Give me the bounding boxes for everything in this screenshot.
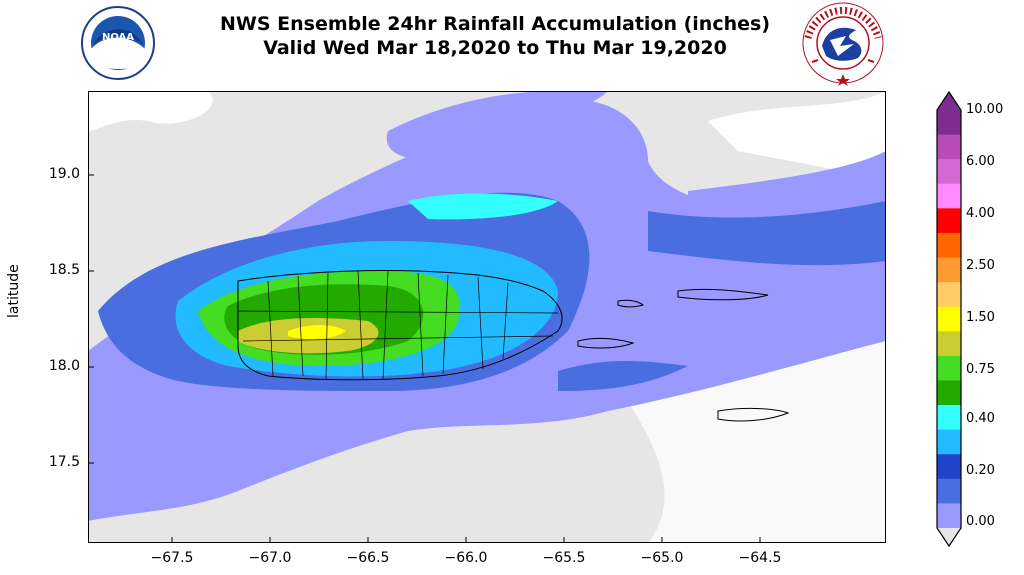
rainfall-map bbox=[88, 91, 886, 543]
rainfall-band-lavender bbox=[386, 91, 608, 160]
rainfall-band-blue bbox=[558, 361, 688, 391]
x-tick-label: −66.0 bbox=[444, 550, 488, 566]
y-tick-label: 19.0 bbox=[48, 166, 80, 182]
colorbar-cell bbox=[937, 282, 961, 308]
colorbar-cell bbox=[937, 429, 961, 455]
colorbar-cell bbox=[937, 306, 961, 332]
map-title: NWS Ensemble 24hr Rainfall Accumulation … bbox=[170, 12, 820, 60]
st-croix-outline bbox=[717, 407, 790, 422]
x-tick-label: −65.5 bbox=[542, 550, 586, 566]
x-tick-label: −64.5 bbox=[738, 550, 782, 566]
colorbar-cell bbox=[937, 355, 961, 381]
culebra-outline bbox=[617, 299, 645, 308]
colorbar-label: 0.00 bbox=[966, 514, 995, 529]
rainfall-band-cyan bbox=[408, 193, 558, 220]
rainfall-band-blue bbox=[648, 201, 886, 266]
x-tick-label: −66.5 bbox=[346, 550, 390, 566]
title-line-2: Valid Wed Mar 18,2020 to Thu Mar 19,2020 bbox=[263, 37, 727, 59]
no-rain-patch bbox=[88, 91, 213, 131]
colorbar-label: 6.00 bbox=[966, 154, 995, 169]
colorbar-cell bbox=[937, 134, 961, 160]
colorbar-cell bbox=[937, 405, 961, 431]
colorbar-cell bbox=[937, 183, 961, 209]
colorbar-label: 4.00 bbox=[966, 206, 995, 221]
colorbar-extension-top bbox=[937, 92, 961, 110]
title-line-1: NWS Ensemble 24hr Rainfall Accumulation … bbox=[219, 13, 771, 35]
colorbar bbox=[936, 90, 962, 548]
colorbar-label: 10.00 bbox=[966, 102, 1004, 117]
y-tick-label: 18.5 bbox=[48, 262, 80, 278]
colorbar-frame bbox=[936, 90, 962, 548]
y-tick-label: 18.0 bbox=[48, 358, 80, 374]
y-tick-label: 17.5 bbox=[48, 454, 80, 470]
colorbar-cell bbox=[937, 110, 961, 136]
map-frame bbox=[88, 91, 886, 543]
noaa-logo-text: NOAA bbox=[102, 32, 134, 43]
colorbar-label: 0.20 bbox=[966, 463, 995, 478]
x-tick-label: −67.5 bbox=[150, 550, 194, 566]
axis-ticks bbox=[88, 174, 761, 543]
colorbar-cell bbox=[937, 331, 961, 357]
colorbar-label: 0.40 bbox=[966, 411, 995, 426]
colorbar-cell bbox=[937, 478, 961, 504]
colorbar-label: 2.50 bbox=[966, 258, 995, 273]
municipal-boundaries bbox=[237, 270, 559, 380]
colorbar-extension-bottom bbox=[937, 528, 961, 546]
colorbar-cell bbox=[937, 232, 961, 259]
rainfall-band-yellow bbox=[288, 325, 346, 340]
puerto-rico-outline bbox=[237, 270, 563, 381]
colorbar-cell bbox=[937, 208, 961, 234]
colorbar-label: 0.75 bbox=[966, 362, 995, 377]
no-rain-patch bbox=[708, 91, 886, 181]
noaa-logo: NOAA bbox=[81, 6, 155, 80]
colorbar-cell bbox=[937, 503, 961, 529]
colorbar-label: 1.50 bbox=[966, 310, 995, 325]
colorbar-cell bbox=[937, 159, 961, 185]
colorbar-cell bbox=[937, 257, 961, 283]
y-axis-label: latitude bbox=[6, 264, 22, 318]
vieques-outline bbox=[577, 337, 635, 349]
nws-logo bbox=[802, 2, 884, 86]
virgin-islands-outline bbox=[677, 288, 769, 301]
colorbar-cell bbox=[937, 454, 961, 480]
colorbar-cell bbox=[937, 380, 961, 406]
x-tick-label: −67.0 bbox=[248, 550, 292, 566]
x-tick-label: −65.0 bbox=[640, 550, 684, 566]
